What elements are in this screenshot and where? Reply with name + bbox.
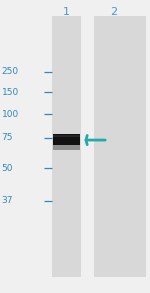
Bar — [94, 16, 146, 277]
Text: 2: 2 — [110, 7, 118, 17]
Text: 250: 250 — [2, 67, 19, 76]
Bar — [53, 134, 80, 145]
Text: 50: 50 — [2, 164, 13, 173]
Text: 100: 100 — [2, 110, 19, 119]
Bar — [53, 144, 80, 150]
Bar — [52, 16, 81, 277]
Bar — [53, 135, 80, 137]
Text: 37: 37 — [2, 196, 13, 205]
Text: 1: 1 — [63, 7, 70, 17]
Text: 75: 75 — [2, 133, 13, 142]
Text: 150: 150 — [2, 88, 19, 97]
